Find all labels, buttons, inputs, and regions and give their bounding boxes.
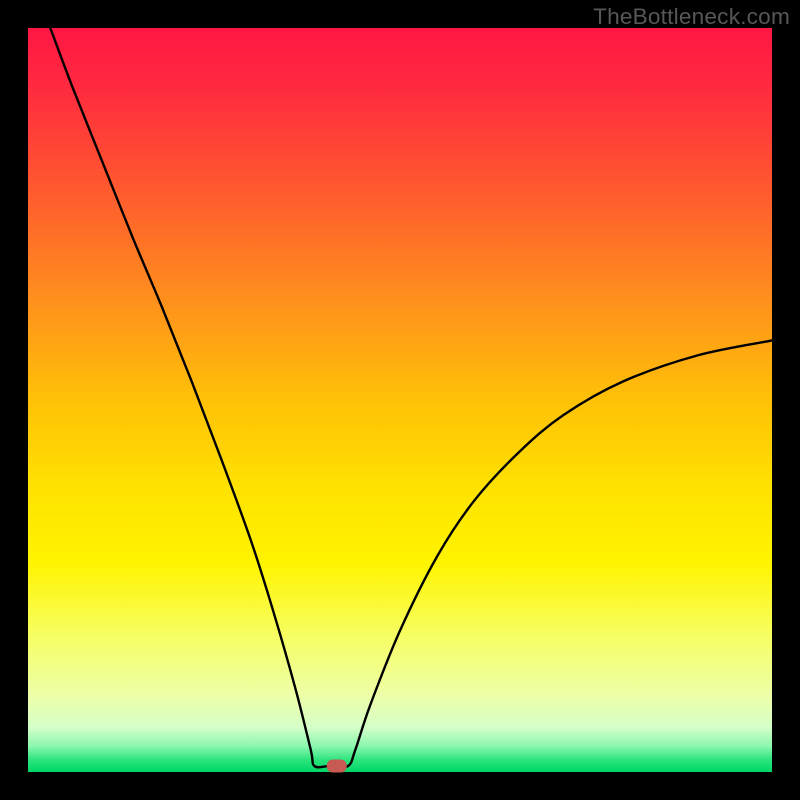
bottleneck-chart: TheBottleneck.com — [0, 0, 800, 800]
watermark-text: TheBottleneck.com — [593, 4, 790, 30]
chart-canvas — [0, 0, 800, 800]
optimal-point-marker — [327, 760, 347, 773]
plot-background — [28, 28, 772, 772]
